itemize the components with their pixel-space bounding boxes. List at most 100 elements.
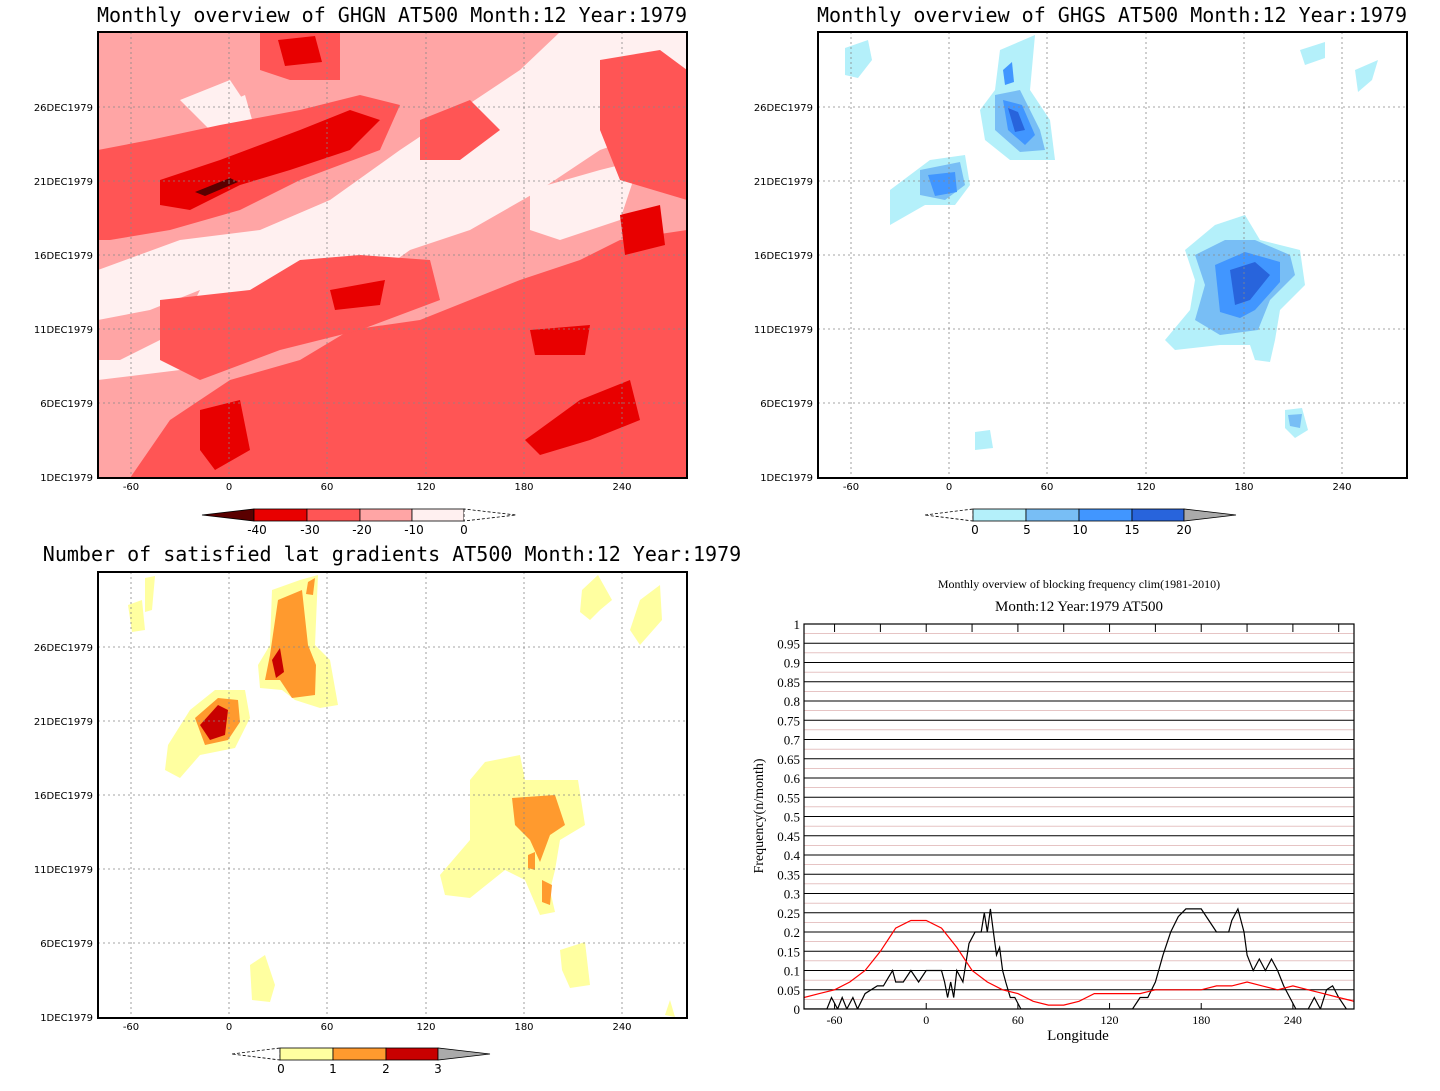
latgrad-xtick: 240: [612, 1022, 631, 1033]
ghgs-xtick: 60: [1041, 482, 1054, 493]
panel-ghgn: Monthly overview of GHGN AT500 Month:12 …: [34, 3, 688, 537]
ghgs-fill-15-b: [1230, 262, 1270, 305]
ghgn-ytick: 16DEC1979: [34, 251, 93, 262]
latgrad-colorbar: 0 1 2 3: [231, 1047, 491, 1076]
latgrad-cb-label: 1: [329, 1062, 337, 1076]
ghgn-grid: [98, 32, 687, 478]
ghgn-ytick: 11DEC1979: [34, 325, 93, 336]
blocking-xtick: 240: [1284, 1013, 1302, 1027]
blocking-ytick: 0.3: [784, 887, 800, 902]
latgrad-cb-label: 3: [434, 1062, 442, 1076]
ghgs-ytick: 16DEC1979: [754, 251, 813, 262]
blocking-ytick: 1: [794, 617, 801, 632]
blocking-ytick: 0.95: [777, 636, 800, 651]
ghgn-xticks: -60 0 60 120 180 240: [123, 482, 632, 493]
ghgs-xtick: 0: [946, 482, 952, 493]
ghgs-contours: [845, 35, 1378, 450]
ghgn-cb-label: -40: [247, 523, 267, 537]
latgrad-ytick: 16DEC1979: [34, 791, 93, 802]
blocking-ylabel: Frequency(n/month): [752, 758, 767, 873]
latgrad-fill-0-h: [580, 575, 612, 620]
ghgn-xtick: 180: [514, 482, 533, 493]
ghgn-colorbar: -40 -30 -20 -10 0: [201, 508, 517, 537]
ghgn-xtick: 240: [612, 482, 631, 493]
latgrad-fill-0-e: [440, 755, 585, 915]
latgrad-fill-1-e: [542, 880, 552, 905]
ghgn-xtick: 0: [226, 482, 232, 493]
latgrad-xticks: -60 0 60 120 180 240: [123, 1022, 632, 1033]
ghgs-xtick: -60: [843, 482, 859, 493]
ghgs-frame: [817, 31, 1408, 479]
blocking-ytick: 0.55: [777, 790, 800, 805]
latgrad-xtick: 180: [514, 1022, 533, 1033]
ghgs-fill-0-g: [975, 430, 993, 450]
latgrad-fill-0-f: [250, 955, 275, 1002]
latgrad-fill-0-i: [630, 585, 662, 645]
ghgn-fill-minus30-g: [330, 280, 385, 310]
ghgn-cb-label: -10: [404, 523, 424, 537]
ghgs-fill-0-e: [1300, 42, 1325, 65]
blocking-ytick: 0.5: [784, 810, 800, 825]
latgrad-fill-0-g: [560, 942, 590, 988]
latgrad-ytick: 11DEC1979: [34, 865, 93, 876]
panel-blocking: Monthly overview of blocking frequency c…: [752, 577, 1355, 1044]
ghgs-fill-10-d: [1003, 62, 1014, 85]
panel-ghgn-title: Monthly overview of GHGN AT500 Month:12 …: [97, 3, 687, 27]
ghgn-ytick: 1DEC1979: [40, 473, 93, 484]
latgrad-fill-0-j: [665, 1000, 675, 1017]
latgrad-fill-2-b: [272, 648, 284, 678]
ghgn-xtick: 120: [416, 482, 435, 493]
panel-ghgs-title: Monthly overview of GHGS AT500 Month:12 …: [817, 3, 1407, 27]
ghgn-xtick: 60: [321, 482, 334, 493]
blocking-yticks: 0 0.05 0.1 0.15 0.2 0.25 0.3 0.35 0.4 0.45 0.5 0.55…: [777, 617, 800, 1017]
ghgs-cb-label: 10: [1072, 523, 1087, 537]
ghgn-fill-zero-c: [530, 160, 640, 240]
ghgs-colorbar: 0 5 10 15 20: [924, 508, 1237, 537]
latgrad-ytick: 21DEC1979: [34, 717, 93, 728]
latgrad-xtick: 120: [416, 1022, 435, 1033]
latgrad-ytick: 6DEC1979: [40, 939, 93, 950]
blocking-subtitle: Month:12 Year:1979 AT500: [995, 599, 1163, 615]
ghgn-fill-minus30-f: [620, 205, 665, 255]
latgrad-xtick: 0: [226, 1022, 232, 1033]
latgrad-contours: [128, 575, 675, 1017]
blocking-series-line-1: [804, 919, 1354, 1006]
ghgn-frame: [97, 31, 688, 479]
latgrad-fill-1-f: [528, 852, 535, 870]
ghgs-cb-label: 15: [1124, 523, 1139, 537]
ghgs-xtick: 120: [1136, 482, 1155, 493]
blocking-ytick: 0.4: [784, 848, 801, 863]
latgrad-cb-label: 0: [277, 1062, 285, 1076]
blocking-frame: [803, 623, 1355, 1010]
latgrad-fill-1-d: [512, 795, 565, 862]
latgrad-fill-1-b: [306, 578, 315, 595]
blocking-ytick: 0.6: [784, 771, 801, 786]
blocking-ytick: 0.85: [777, 675, 800, 690]
latgrad-ytick: 26DEC1979: [34, 643, 93, 654]
ghgn-fill-minus40: [195, 178, 238, 196]
ghgs-ytick: 21DEC1979: [754, 177, 813, 188]
ghgs-ytick: 1DEC1979: [760, 473, 813, 484]
blocking-ytick: 0.2: [784, 925, 800, 940]
blocking-title: Monthly overview of blocking frequency c…: [938, 577, 1220, 591]
ghgs-ytick: 26DEC1979: [754, 103, 813, 114]
blocking-ytick: 0.9: [784, 656, 800, 671]
blocking-ytick: 0.25: [777, 906, 800, 921]
ghgs-ytick: 6DEC1979: [760, 399, 813, 410]
ghgn-cb-label: 0: [460, 523, 468, 537]
blocking-ytick: 0.8: [784, 694, 800, 709]
blocking-ytick: 0.15: [777, 944, 800, 959]
ghgn-ytick: 21DEC1979: [34, 177, 93, 188]
latgrad-xtick: -60: [123, 1022, 139, 1033]
latgrad-grid: [98, 572, 687, 1018]
blocking-series-line-0: [804, 907, 1347, 1009]
ghgn-fill-minus20-f: [420, 100, 500, 160]
blocking-xtick: 180: [1192, 1013, 1210, 1027]
ghgs-yticks: 1DEC1979 6DEC1979 11DEC1979 16DEC1979 21…: [754, 103, 813, 484]
ghgn-yticks: 1DEC1979 6DEC1979 11DEC1979 16DEC1979 21…: [34, 103, 93, 484]
ghgs-grid: [818, 32, 1407, 478]
ghgs-cb-label: 0: [971, 523, 979, 537]
latgrad-frame: [97, 571, 688, 1019]
ghgn-cb-label: -20: [352, 523, 372, 537]
latgrad-xtick: 60: [321, 1022, 334, 1033]
